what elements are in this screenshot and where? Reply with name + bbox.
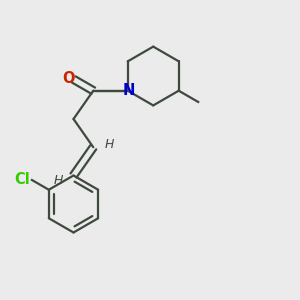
Text: H: H xyxy=(54,173,63,187)
Text: N: N xyxy=(122,83,135,98)
Text: H: H xyxy=(104,138,114,151)
Text: O: O xyxy=(62,71,75,86)
Text: Cl: Cl xyxy=(14,172,29,188)
